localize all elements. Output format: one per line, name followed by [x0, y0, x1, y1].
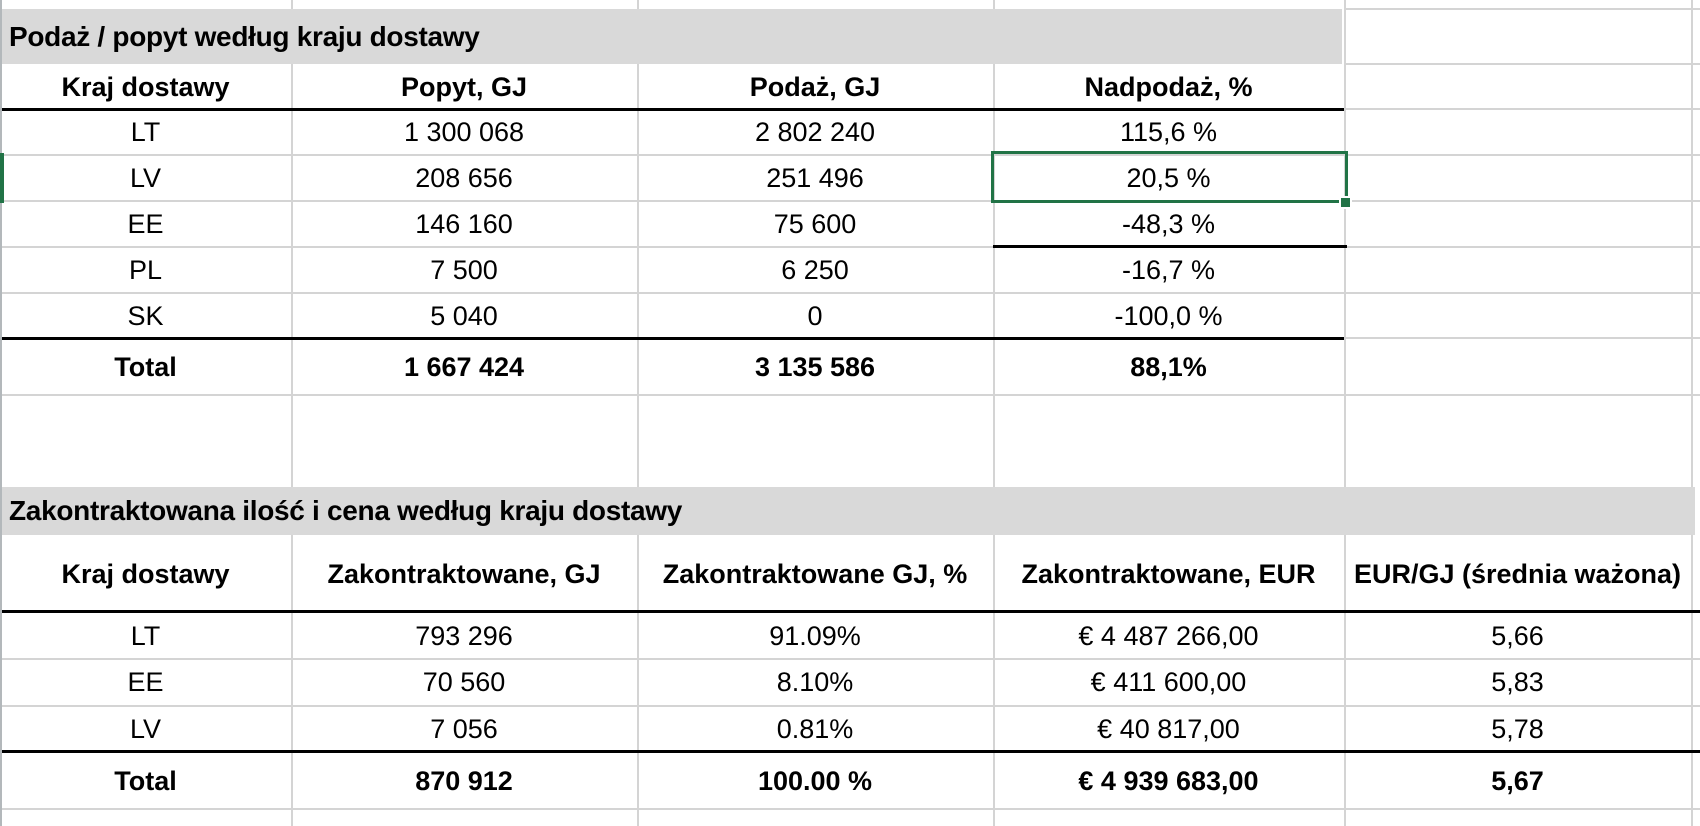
gridline	[0, 154, 1700, 156]
t2-cell-lt-eur[interactable]: € 4 487 266,00	[1078, 620, 1259, 651]
gridline	[0, 658, 1700, 660]
table1-ee-cell-bottom-border	[993, 245, 1347, 248]
gridline	[1344, 8, 1700, 10]
t1-cell-pl-popyt[interactable]: 7 500	[430, 254, 498, 285]
gridline	[1344, 0, 1346, 826]
table2-total-rule	[0, 750, 1700, 753]
t2-total-gj[interactable]: 870 912	[415, 765, 513, 796]
table2-title-banner[interactable]: Zakontraktowana ilość i cena według kraj…	[0, 487, 1695, 535]
t2-cell-lt-gj[interactable]: 793 296	[415, 620, 513, 651]
t1-cell-lv-nadpodaz-selected[interactable]: 20,5 %	[1126, 162, 1211, 193]
t1-cell-ee-popyt[interactable]: 146 160	[415, 208, 513, 239]
gridline	[0, 705, 1700, 707]
table1-title-banner[interactable]: Podaż / popyt według kraju dostawy	[0, 9, 1342, 64]
t1-cell-lv-country[interactable]: LV	[129, 162, 162, 193]
t1-cell-ee-podaz[interactable]: 75 600	[773, 208, 857, 239]
t1-cell-sk-popyt[interactable]: 5 040	[430, 300, 498, 331]
fill-handle[interactable]	[1339, 196, 1352, 209]
gridline	[637, 0, 639, 826]
t1-header-kraj-dostawy[interactable]: Kraj dostawy	[61, 71, 230, 102]
t2-cell-lv-eur-gj[interactable]: 5,78	[1491, 714, 1544, 744]
gridline	[0, 292, 1700, 294]
gridline	[0, 808, 1700, 810]
gridline	[993, 0, 995, 826]
t1-cell-lv-podaz[interactable]: 251 496	[766, 162, 864, 193]
gridline	[0, 394, 1700, 396]
t1-cell-lv-popyt[interactable]: 208 656	[415, 162, 513, 193]
gridline	[0, 246, 1700, 248]
t2-cell-ee-gj[interactable]: 70 560	[422, 667, 506, 697]
t1-header-popyt[interactable]: Popyt, GJ	[400, 71, 528, 102]
table1-header-rule	[0, 108, 1344, 111]
t2-cell-ee-eur-gj[interactable]: 5,83	[1491, 667, 1544, 697]
t2-header-kraj-dostawy[interactable]: Kraj dostawy	[61, 558, 230, 589]
gridline	[1344, 63, 1700, 65]
t2-cell-lt-country[interactable]: LT	[130, 620, 161, 651]
t2-cell-ee-country[interactable]: EE	[127, 667, 164, 697]
t1-total-nadpodaz[interactable]: 88,1%	[1130, 351, 1207, 382]
sheet-left-edge	[0, 0, 2, 826]
selected-row-indicator	[0, 153, 4, 203]
t2-cell-lv-country[interactable]: LV	[129, 714, 162, 744]
t2-total-eur-gj[interactable]: 5,67	[1491, 765, 1544, 796]
t1-cell-pl-country[interactable]: PL	[128, 254, 163, 285]
t1-cell-ee-country[interactable]: EE	[127, 208, 164, 239]
t1-total-popyt[interactable]: 1 667 424	[403, 351, 525, 382]
gridline	[1691, 0, 1693, 826]
t2-header-zakontraktowane-eur[interactable]: Zakontraktowane, EUR	[1021, 558, 1316, 589]
t1-cell-lt-nadpodaz[interactable]: 115,6 %	[1119, 117, 1218, 147]
t2-total-label[interactable]: Total	[114, 765, 177, 796]
t2-cell-lv-eur[interactable]: € 40 817,00	[1097, 714, 1240, 744]
gridline	[1344, 337, 1700, 339]
gridline	[1344, 108, 1700, 110]
t1-cell-lt-popyt[interactable]: 1 300 068	[403, 117, 525, 147]
t1-cell-lt-country[interactable]: LT	[130, 117, 161, 147]
t1-cell-lt-podaz[interactable]: 2 802 240	[754, 117, 876, 147]
gridline	[0, 200, 1700, 202]
t1-cell-sk-country[interactable]: SK	[127, 300, 164, 331]
t2-cell-lv-gj[interactable]: 7 056	[430, 714, 498, 744]
t1-total-podaz[interactable]: 3 135 586	[754, 351, 876, 382]
gridline	[291, 0, 293, 826]
t2-header-zakontraktowane-gj-pct[interactable]: Zakontraktowane GJ, %	[662, 558, 968, 589]
t2-cell-lt-gj-pct[interactable]: 91.09%	[769, 620, 861, 651]
t1-header-podaz[interactable]: Podaż, GJ	[749, 71, 881, 102]
table2-header-rule	[0, 610, 1700, 613]
t1-cell-ee-nadpodaz[interactable]: -48,3 %	[1121, 208, 1216, 239]
t2-cell-lv-gj-pct[interactable]: 0.81%	[776, 714, 854, 744]
t1-cell-pl-nadpodaz[interactable]: -16,7 %	[1121, 254, 1216, 285]
t1-cell-sk-nadpodaz[interactable]: -100,0 %	[1114, 300, 1223, 331]
t1-total-label[interactable]: Total	[114, 351, 177, 382]
t1-cell-sk-podaz[interactable]: 0	[807, 300, 823, 331]
t2-cell-ee-eur[interactable]: € 411 600,00	[1090, 667, 1247, 697]
t1-header-nadpodaz[interactable]: Nadpodaż, %	[1084, 71, 1253, 102]
t2-total-eur[interactable]: € 4 939 683,00	[1078, 765, 1259, 796]
t2-cell-ee-gj-pct[interactable]: 8.10%	[776, 667, 854, 697]
t2-cell-lt-eur-gj[interactable]: 5,66	[1491, 620, 1544, 651]
table1-total-rule	[0, 337, 1344, 340]
t2-total-gj-pct[interactable]: 100.00 %	[757, 765, 873, 796]
t2-header-eur-gj[interactable]: EUR/GJ (średnia ważona)	[1353, 558, 1682, 589]
t1-cell-pl-podaz[interactable]: 6 250	[781, 254, 849, 285]
t2-header-zakontraktowane-gj[interactable]: Zakontraktowane, GJ	[327, 558, 601, 589]
